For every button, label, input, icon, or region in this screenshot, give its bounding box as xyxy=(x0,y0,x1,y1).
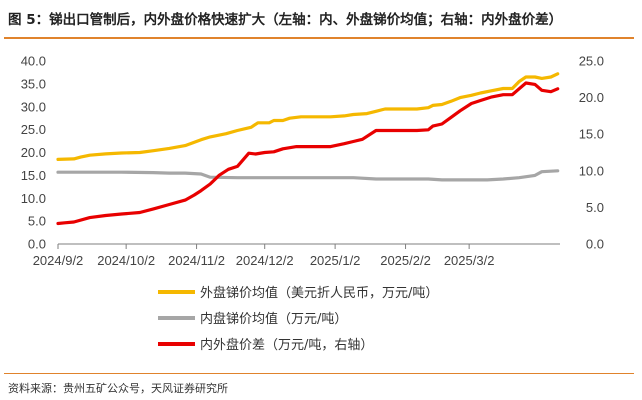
x-axis-tick-label: 2025/1/2 xyxy=(310,253,361,268)
legend-label: 外盘锑价均值（美元折人民币，万元/吨） xyxy=(200,285,438,301)
price-spread-line xyxy=(56,81,560,226)
x-axis-tick-label: 2024/11/2 xyxy=(168,253,225,268)
source-divider xyxy=(4,373,634,374)
right-axis-tick-label: 15.0 xyxy=(579,127,604,142)
left-axis-tick-label: 35.0 xyxy=(21,76,46,91)
left-axis-tick-label: 5.0 xyxy=(28,214,46,229)
title-divider xyxy=(4,37,634,39)
left-axis-tick-label: 40.0 xyxy=(21,54,46,69)
left-axis-tick-label: 20.0 xyxy=(21,145,46,160)
legend-label: 内外盘价差（万元/吨，右轴） xyxy=(200,337,373,353)
chart: 0.0 5.0 10.0 15.0 20.0 25.0 30.0 35.0 40.0 0.0 5.… xyxy=(21,54,604,354)
left-axis-ticks: 0.0 5.0 10.0 15.0 20.0 25.0 30.0 35.0 40.0 xyxy=(21,54,46,252)
series-lines xyxy=(56,72,560,226)
left-axis-tick-label: 30.0 xyxy=(21,99,46,114)
overseas-price-line xyxy=(56,72,560,161)
left-axis-tick-label: 0.0 xyxy=(28,237,46,252)
x-axis-tick-label: 2025/2/2 xyxy=(380,253,431,268)
right-axis-tick-label: 0.0 xyxy=(586,237,604,252)
x-axis-tick-label: 2024/12/2 xyxy=(236,253,294,268)
legend-item: 内盘锑价均值（万元/吨） xyxy=(158,311,347,327)
right-axis-tick-label: 20.0 xyxy=(579,90,604,105)
right-axis-tick-label: 5.0 xyxy=(586,200,604,215)
left-axis-tick-label: 15.0 xyxy=(21,168,46,183)
source-note: 资料来源：贵州五矿公众号，天风证券研究所 xyxy=(8,382,228,395)
legend-item: 外盘锑价均值（美元折人民币，万元/吨） xyxy=(158,285,438,301)
domestic-price-line xyxy=(56,169,560,182)
legend-item: 内外盘价差（万元/吨，右轴） xyxy=(158,337,373,353)
x-axis-tick-label: 2024/9/2 xyxy=(33,253,84,268)
legend: 外盘锑价均值（美元折人民币，万元/吨） 内盘锑价均值（万元/吨） 内外盘价差（万… xyxy=(158,285,438,353)
legend-label: 内盘锑价均值（万元/吨） xyxy=(200,311,347,327)
left-axis-tick-label: 25.0 xyxy=(21,122,46,137)
right-axis-ticks: 0.0 5.0 10.0 15.0 20.0 25.0 xyxy=(579,54,604,252)
x-axis-tick-label: 2024/10/2 xyxy=(97,253,155,268)
figure-title: 图 5：锑出口管制后，内外盘价格快速扩大（左轴：内、外盘锑价均值；右轴：内外盘价… xyxy=(8,12,563,28)
left-axis-tick-label: 10.0 xyxy=(21,191,46,206)
right-axis-tick-label: 25.0 xyxy=(579,54,604,69)
x-axis-tick-label: 2025/3/2 xyxy=(444,253,495,268)
x-axis-ticks: 2024/9/2 2024/10/2 2024/11/2 2024/12/2 2025/… xyxy=(33,244,495,268)
right-axis-tick-label: 10.0 xyxy=(579,163,604,178)
